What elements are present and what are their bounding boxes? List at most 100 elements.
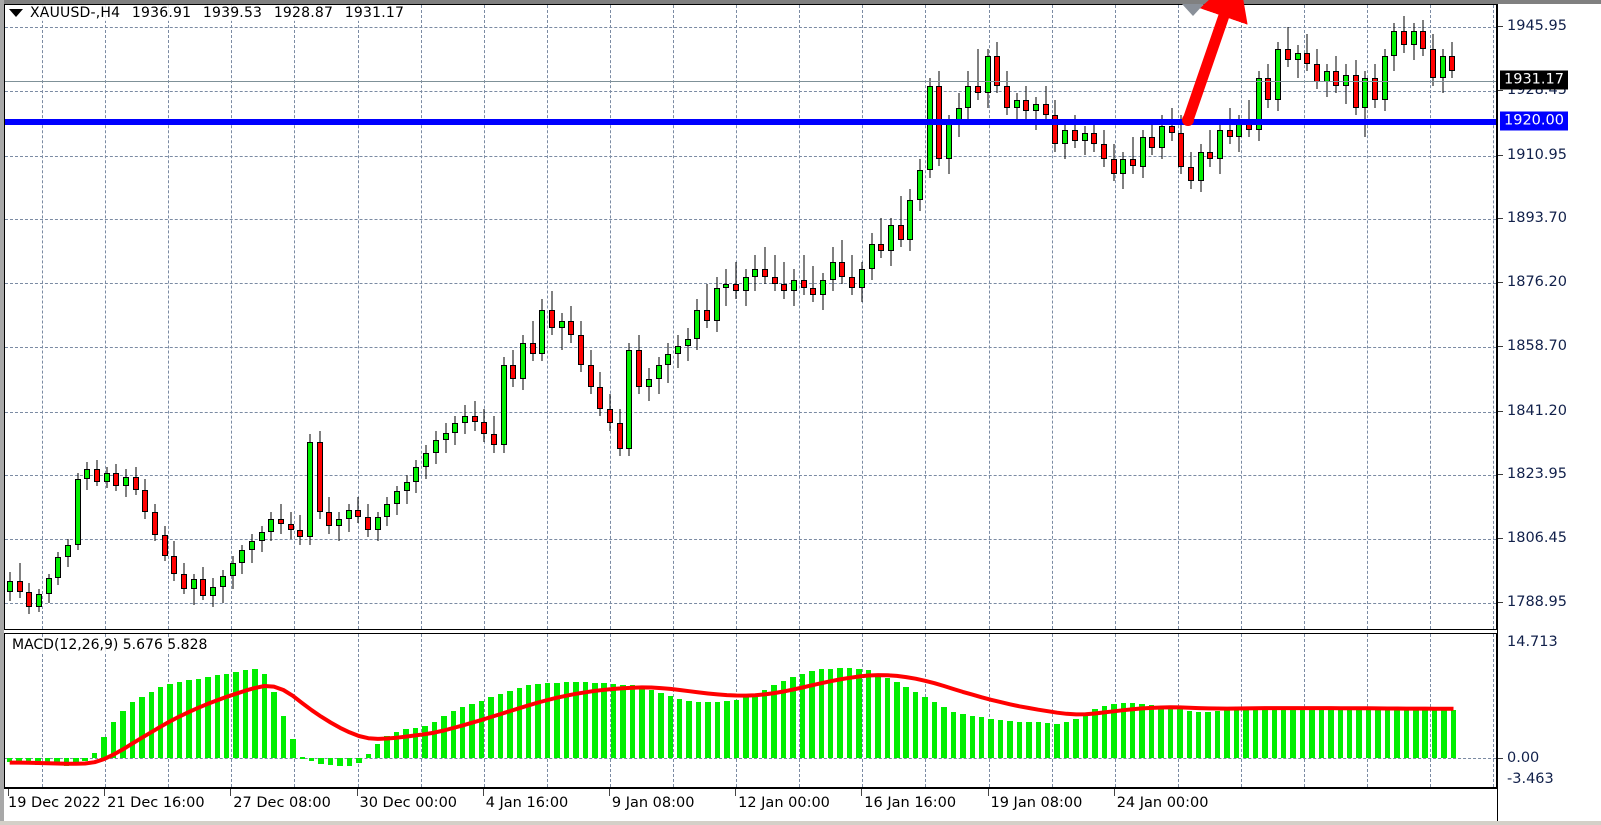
time-axis-label: 27 Dec 08:00 [233, 795, 331, 811]
time-gridline [294, 5, 296, 629]
price-level-1931.17[interactable] [5, 81, 1496, 83]
time-gridline [1304, 5, 1305, 629]
macd-histogram-bar [714, 702, 721, 758]
price-level-badge[interactable]: 1920.00 [1500, 111, 1568, 131]
time-axis-tick [104, 789, 106, 796]
candlestick [994, 5, 1001, 629]
candlestick [1081, 5, 1088, 629]
candlestick [365, 5, 372, 629]
macd-histogram-bar [1224, 709, 1230, 758]
candle-body-bullish [229, 562, 236, 576]
macd-histogram-bar [176, 682, 183, 758]
candle-body-bullish [1294, 52, 1301, 61]
price-axis-label: 1876.20 [1507, 274, 1567, 291]
candlestick [355, 5, 362, 629]
time-gridline [357, 5, 359, 629]
macd-histogram-bar [1063, 722, 1070, 758]
candlestick [55, 5, 62, 629]
candlestick [258, 5, 265, 629]
candlestick [742, 5, 749, 629]
candlestick [1410, 5, 1417, 629]
candlestick [1391, 5, 1398, 629]
price-axis[interactable]: 1945.95 1928.45 1910.95 1893.70 1876.20 1858.… [1497, 4, 1597, 821]
candlestick [597, 5, 604, 629]
candlestick [868, 5, 875, 629]
price-gridline [5, 411, 1496, 413]
price-axis-label: 1788.95 [1507, 594, 1567, 611]
macd-histogram-bar [384, 735, 390, 758]
macd-histogram-bar [101, 736, 107, 758]
candlestick [887, 5, 894, 629]
candlestick [694, 5, 701, 629]
candle-body-bullish [965, 85, 972, 108]
macd-histogram-bar [667, 696, 674, 758]
macd-histogram-bar [327, 757, 334, 766]
candlestick [1284, 5, 1291, 629]
candle-wick [900, 195, 902, 248]
macd-histogram-bar [224, 673, 230, 758]
candle-body-bearish [636, 350, 643, 387]
candlestick [955, 5, 962, 629]
chart-marker-triangle-icon[interactable] [1182, 4, 1204, 16]
candle-body-bearish [1129, 159, 1136, 167]
macd-histogram-bar [790, 677, 796, 758]
time-axis-tick [987, 789, 989, 796]
macd-histogram-bar [1290, 709, 1296, 758]
candle-body-bearish [471, 416, 478, 422]
candle-body-bearish [316, 441, 323, 512]
triangle-down-icon[interactable] [9, 9, 23, 17]
time-gridline [1493, 5, 1495, 629]
candlestick [1217, 5, 1224, 629]
candlestick [519, 5, 526, 629]
candle-body-bearish [568, 320, 575, 336]
candlestick [549, 5, 556, 629]
candlestick [306, 5, 313, 629]
candle-body-bullish [1158, 126, 1165, 149]
price-chart-panel[interactable] [4, 4, 1497, 630]
candle-wick [222, 570, 224, 604]
macd-histogram-bar [91, 752, 98, 758]
candle-wick [774, 254, 776, 292]
time-axis-tick [735, 789, 737, 796]
macd-indicator-panel[interactable]: MACD(12,26,9) 5.676 5.828 [4, 633, 1497, 788]
macd-histogram-bar [25, 757, 32, 764]
candlestick [45, 5, 52, 629]
price-axis-label: 1858.70 [1507, 338, 1567, 355]
macd-histogram-bar [497, 693, 504, 758]
candlestick [152, 5, 159, 629]
candlestick [181, 5, 188, 629]
candlestick [1188, 5, 1195, 629]
macd-histogram-bar [393, 731, 400, 758]
candle-body-bearish [1401, 30, 1408, 46]
candle-body-bearish [1284, 49, 1291, 61]
price-gridline [5, 218, 1496, 220]
macd-histogram-bar [705, 702, 711, 758]
candlestick [413, 5, 420, 629]
macd-histogram-bar [629, 685, 636, 758]
current-price-badge[interactable]: 1931.17 [1500, 70, 1568, 90]
candle-body-bullish [306, 441, 313, 538]
candle-body-bullish [248, 540, 255, 551]
candlestick [1197, 5, 1204, 629]
candlestick [1004, 5, 1011, 629]
candlestick [945, 5, 952, 629]
macd-histogram-bar [837, 667, 843, 758]
candlestick [1381, 5, 1388, 629]
candle-body-bearish [481, 421, 488, 435]
candle-body-bearish [161, 535, 168, 556]
macd-histogram-bar [1158, 705, 1164, 758]
macd-histogram-bar [1205, 711, 1211, 758]
macd-histogram-bar [1318, 709, 1325, 758]
macd-histogram-bar [1375, 709, 1381, 758]
macd-histogram-bar [1073, 719, 1079, 758]
candle-wick [841, 239, 843, 284]
macd-histogram-bar [488, 697, 494, 758]
candlestick [1371, 5, 1378, 629]
price-level-1920.00[interactable] [5, 119, 1496, 126]
price-axis-tick [1498, 410, 1503, 412]
candle-body-bullish [190, 579, 197, 589]
candle-body-bearish [1371, 78, 1378, 101]
macd-histogram-bar [1403, 709, 1410, 758]
candle-wick [193, 573, 195, 606]
candlestick [1294, 5, 1301, 629]
